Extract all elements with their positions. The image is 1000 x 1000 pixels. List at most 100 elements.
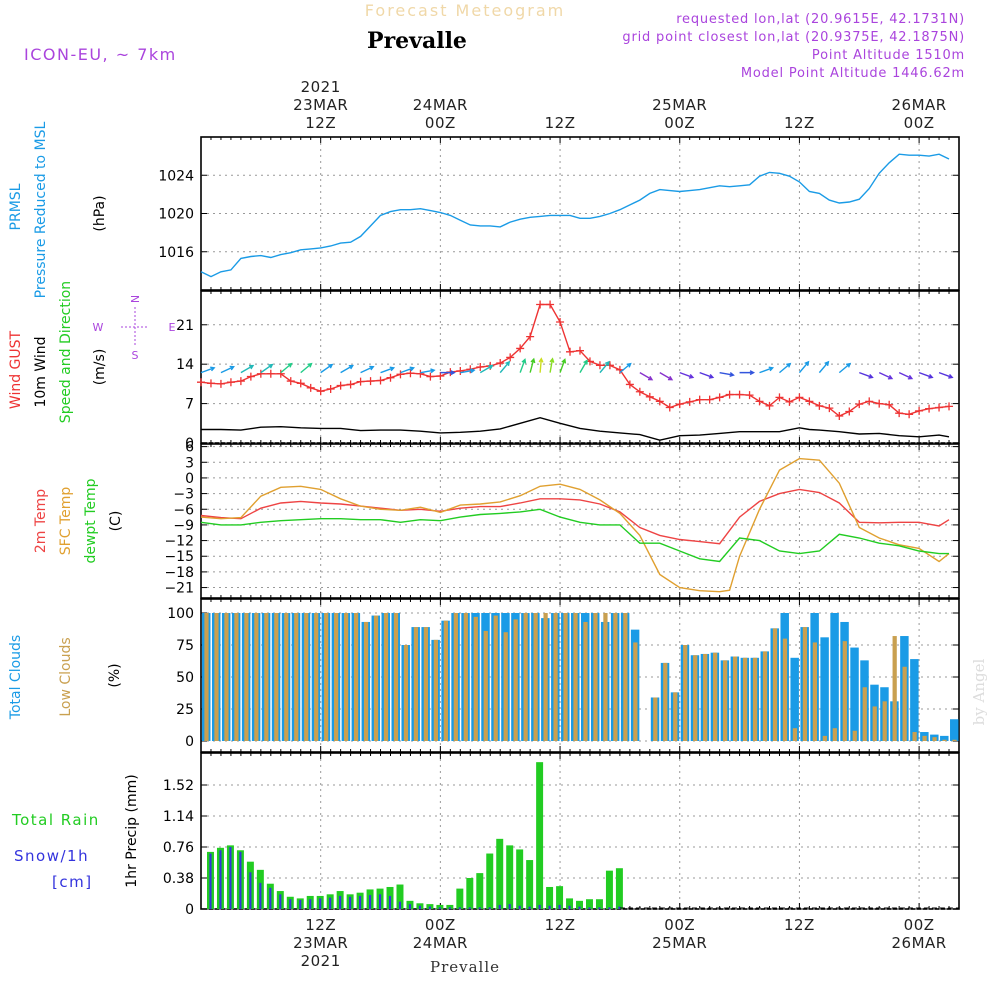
series-pressure-0	[200, 153, 950, 278]
gust-marker	[496, 359, 505, 368]
panel-clouds: 0 25 50 75 100 Total Clouds Low Clouds (%)	[8, 598, 960, 753]
gust-marker	[735, 390, 744, 399]
bar-total-rain	[516, 849, 524, 909]
wind-arrow	[559, 358, 567, 373]
top-time-label: 24MAR	[413, 96, 468, 114]
gust-marker	[266, 369, 275, 378]
bar-snow	[578, 906, 581, 909]
compass-w: W	[93, 321, 104, 334]
bar-low-clouds	[922, 735, 927, 741]
bar-low-clouds	[463, 613, 468, 741]
bottom-time-label: 24MAR	[413, 934, 468, 952]
gust-marker	[725, 390, 734, 399]
wind-arrow	[798, 360, 810, 374]
bar-low-clouds	[892, 636, 897, 741]
bar-low-clouds	[693, 655, 698, 741]
bar-total-clouds	[820, 637, 829, 741]
gust-marker	[935, 403, 944, 412]
bar-total-rain	[556, 886, 564, 909]
bar-total-rain	[496, 838, 504, 909]
gust-marker	[306, 383, 315, 392]
precip-label-cm: [cm]	[52, 873, 93, 891]
gust-marker	[885, 400, 894, 409]
bar-snow	[398, 901, 402, 909]
model-label: ICON-EU, ~ 7km	[24, 45, 177, 64]
panel-label-pressure-0: PRMSL	[8, 183, 24, 230]
gust-marker	[895, 409, 904, 418]
top-time-label: 12Z	[545, 114, 576, 132]
bar-total-rain	[566, 898, 574, 909]
y-tick-label: −9	[173, 518, 194, 534]
bar-snow	[388, 895, 392, 909]
info-point-altitude: Point Altitude 1510m	[812, 48, 965, 63]
gust-marker	[635, 387, 644, 396]
bar-total-rain	[546, 886, 554, 909]
bar-snow	[359, 895, 362, 909]
bar-low-clouds	[483, 630, 488, 741]
bar-total-rain	[446, 904, 454, 909]
wind-arrow	[679, 371, 695, 379]
panel-label-wind-2: Speed and Direction	[58, 281, 74, 423]
gust-marker	[536, 300, 545, 309]
bar-low-clouds	[533, 613, 538, 741]
y-tick-label: 0.38	[163, 871, 194, 887]
y-tick-label: 1.52	[163, 778, 194, 794]
panel-label-wind-1: 10m Wind	[33, 336, 49, 407]
bar-low-clouds	[294, 613, 299, 741]
wind-arrow	[838, 362, 852, 374]
bar-snow	[418, 905, 421, 909]
panel-label-pressure-1: Pressure Reduced to MSL	[33, 121, 49, 298]
wind-arrow	[440, 370, 456, 376]
bar-low-clouds	[234, 613, 239, 741]
gust-marker	[246, 372, 255, 381]
wind-arrow	[549, 357, 555, 373]
gust-marker	[835, 411, 844, 420]
wind-arrow	[918, 371, 934, 379]
wind-arrow	[320, 363, 334, 374]
bottom-time-label: 23MAR	[293, 934, 348, 952]
wind-arrow	[699, 371, 715, 379]
bar-snow	[598, 907, 601, 909]
bar-snow	[458, 907, 461, 909]
bar-low-clouds	[523, 613, 528, 741]
bar-snow	[498, 904, 501, 909]
bar-low-clouds	[822, 735, 827, 741]
panel-label-temperature-2: dewpt Temp	[83, 478, 99, 563]
bar-low-clouds	[513, 619, 518, 741]
bar-low-clouds	[383, 613, 389, 741]
gust-marker	[945, 402, 954, 411]
wind-arrow	[619, 362, 632, 374]
bar-low-clouds	[334, 613, 339, 741]
panels: 1016 1020 1024 PRMSL Pressure Reduced to MSL…	[8, 121, 960, 918]
gust-marker	[715, 393, 724, 402]
gust-marker	[685, 397, 694, 406]
y-tick-label: 0	[185, 471, 194, 487]
bar-snow	[289, 899, 292, 909]
gust-marker	[765, 401, 774, 410]
bar-low-clouds	[224, 613, 229, 741]
panel-temperature: 630−3−6−9−12−15−18−21 2m Temp SFC Temp dewp…	[33, 440, 960, 599]
wind-arrow	[519, 358, 527, 373]
gust-marker	[905, 410, 914, 419]
bottom-time-label: 12Z	[305, 916, 336, 934]
gust-marker	[815, 401, 824, 410]
bar-total-clouds	[830, 613, 839, 741]
bar-low-clouds	[742, 657, 748, 741]
bar-low-clouds	[703, 653, 708, 741]
bar-low-clouds	[264, 613, 269, 741]
y-tick-label: 0	[185, 436, 194, 452]
y-tick-label: −6	[173, 502, 194, 518]
panel-pressure: 1016 1020 1024 PRMSL Pressure Reduced to MSL…	[8, 121, 960, 298]
bar-low-clouds	[832, 728, 837, 741]
bar-low-clouds	[573, 613, 578, 741]
bar-snow	[369, 895, 372, 909]
top-time-label: 00Z	[425, 114, 456, 132]
wind-arrow	[719, 371, 735, 378]
bar-snow	[588, 907, 591, 909]
bar-total-rain	[396, 884, 404, 909]
bar-total-clouds	[790, 657, 799, 741]
y-tick-label: 0.76	[163, 840, 194, 856]
y-tick-label: 3	[185, 455, 194, 471]
bar-low-clouds	[932, 737, 937, 741]
